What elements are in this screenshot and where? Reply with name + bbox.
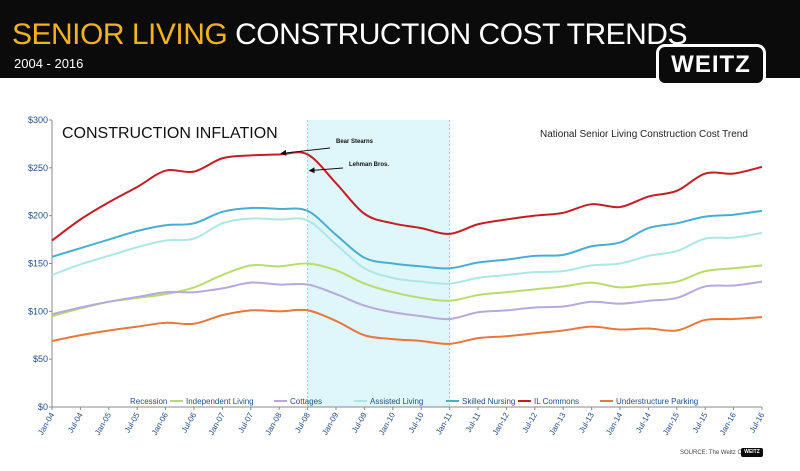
y-tick-label: $50: [33, 354, 48, 364]
chart-title: CONSTRUCTION INFLATION: [62, 125, 278, 142]
x-tick-label: Jan-09: [320, 411, 340, 437]
source-note: SOURCE: The Weitz Co.: [680, 450, 747, 456]
x-tick-label: Jan-06: [150, 411, 170, 437]
x-tick-label: Jul-11: [464, 411, 483, 434]
legend-label: Understructure Parking: [616, 397, 698, 406]
x-tick-label: Jul-09: [350, 411, 369, 435]
x-tick-label: Jul-05: [123, 411, 142, 435]
x-tick-label: Jan-07: [207, 411, 227, 437]
legend-label: Cottages: [290, 397, 322, 406]
x-tick-label: Jul-13: [577, 411, 596, 435]
x-tick-label: Jan-05: [93, 411, 113, 437]
x-tick-label: Jul-10: [407, 411, 426, 435]
series-line-skilled-nursing: [51, 206, 763, 270]
y-tick-label: $100: [28, 306, 48, 316]
page-subtitle: 2004 - 2016: [14, 56, 84, 71]
series-line-assisted-living: [51, 217, 763, 285]
title-accent: SENIOR LIVING: [12, 18, 228, 51]
y-tick-label: $150: [28, 259, 48, 269]
logo-text: WEITZ: [671, 51, 751, 78]
x-tick-label: Jul-15: [691, 411, 710, 435]
y-tick-label: $200: [28, 211, 48, 221]
x-tick-label: Jan-12: [491, 411, 511, 437]
title-rest: CONSTRUCTION COST TRENDS: [235, 18, 687, 51]
weitz-logo: WEITZ: [656, 44, 766, 86]
x-tick-label: Jul-08: [293, 411, 312, 435]
y-tick-label: $250: [28, 163, 48, 173]
annotation-arrow: [308, 167, 344, 174]
x-tick-label: Jan-08: [264, 411, 284, 437]
annotation-label: Bear Stearns: [336, 139, 374, 145]
x-tick-label: Jan-15: [661, 411, 681, 437]
page-title: SENIOR LIVING CONSTRUCTION COST TRENDS: [12, 18, 687, 52]
legend-label: Independent Living: [186, 397, 254, 406]
chart-subtitle: National Senior Living Construction Cost…: [540, 129, 748, 140]
series-line-independent-living: [51, 262, 763, 318]
annotation-label: Lehman Bros.: [349, 162, 389, 168]
recession-band: [307, 120, 450, 407]
y-tick-label: $0: [38, 402, 48, 412]
series-line-understructure-parking: [51, 308, 763, 345]
x-tick-label: Jul-07: [236, 411, 255, 435]
x-tick-label: Jul-14: [634, 411, 653, 435]
legend-label: Skilled Nursing: [462, 397, 515, 406]
legend-label: IL Commons: [534, 397, 579, 406]
x-tick-label: Jul-04: [66, 411, 85, 435]
x-tick-label: Jul-12: [520, 411, 539, 435]
x-tick-label: Jan-13: [548, 411, 568, 437]
x-tick-label: Jan-04: [36, 411, 56, 437]
annotation-arrow: [280, 147, 331, 156]
legend-label: Assisted Living: [370, 397, 423, 406]
x-tick-label: Jul-06: [180, 411, 199, 435]
x-tick-label: Jul-16: [748, 411, 767, 435]
legend-label: Recession: [130, 397, 167, 406]
footer-logo: WEITZ: [741, 448, 763, 457]
x-tick-label: Jan-16: [718, 411, 738, 437]
series-line-cottages: [51, 280, 763, 321]
x-tick-label: Jan-14: [604, 411, 624, 437]
series-line-il-commons: [51, 151, 763, 242]
x-tick-label: Jan-11: [434, 411, 454, 437]
x-tick-label: Jan-10: [377, 411, 397, 437]
y-tick-label: $300: [28, 115, 48, 125]
